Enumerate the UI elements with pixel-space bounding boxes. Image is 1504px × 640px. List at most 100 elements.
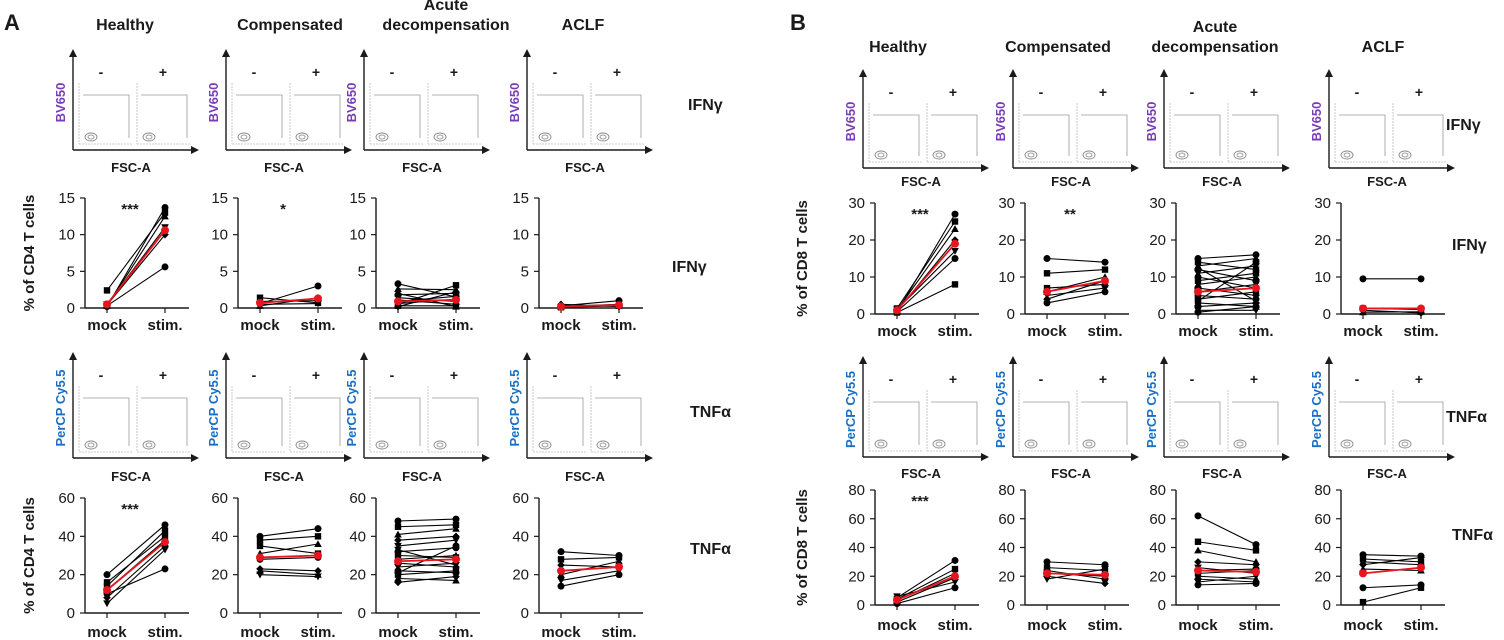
flow-b-0-1-events-core-1: [1085, 152, 1093, 158]
plot-a-1-2-pair-line-2: [397, 528, 457, 535]
flow-a-1-2-x-arrow: [482, 454, 490, 462]
flow-b-1-0-gate-0: [873, 401, 920, 445]
plot-b-1-0-ytick-label-0: 0: [857, 597, 865, 614]
flow-b-1-2-fsc-label: FSC-A: [1202, 466, 1242, 481]
flow-a-1-3-mock-label: -: [553, 367, 558, 383]
plot-b-0-1-mean-point-stim: [1101, 276, 1109, 285]
flow-a-1-2-gate-0: [374, 397, 421, 446]
flow-a-1-2-mock-label: -: [390, 367, 395, 383]
plot-a-0-3-xtick-label-mock: mock: [541, 317, 581, 334]
plot-b-1-1-mean-point-stim: [1101, 570, 1109, 579]
plot-a-1-1-ytick-label-2: 40: [211, 528, 228, 545]
plot-b-0-1-pair-line-5: [1046, 291, 1106, 304]
plot-a-1-2-point-stim-1: [452, 521, 460, 529]
flow-a-0-3-y-arrow: [523, 49, 531, 57]
plot-b-1-2-point-mock-3: [1194, 558, 1202, 566]
plot-cytokine-label-a-0: IFNγ: [672, 259, 707, 276]
plot-b-1-0-mean-point-mock: [893, 595, 901, 604]
plot-b-1-2-point-stim-3: [1252, 560, 1260, 569]
plot-a-1-2-ytick-label-3: 60: [349, 490, 366, 507]
plot-b-0-1-ytick-label-0: 0: [1007, 306, 1015, 323]
plot-a-1-0-point-mock-0: [103, 571, 111, 579]
plot-b-0-2-xtick-label-stim: stim.: [1238, 323, 1273, 340]
plot-a-1-0-point-stim-4: [161, 546, 169, 554]
plot-a-1-3-point-mock-0: [557, 548, 565, 556]
plot-b-0-2-ytick-label-0: 0: [1158, 306, 1166, 323]
plot-a-1-3-pair-line-4: [560, 570, 620, 581]
plot-a-0-2-ytick-label-1: 5: [358, 263, 366, 280]
flow-a-1-2-stim-label: +: [450, 367, 458, 383]
flow-b-1-0-mock-label: -: [889, 371, 894, 387]
plot-b-1-0-ytick-label-1: 20: [848, 568, 865, 585]
plot-a-1-2-pair-line-1: [397, 524, 457, 528]
plot-a-1-1-point-stim-3: [314, 567, 322, 575]
plot-a-1-2-pair-line-14: [397, 549, 457, 566]
plot-a-1-3-xtick-label-stim: stim.: [601, 624, 636, 640]
plot-a-0-2-ytick-label-2: 10: [349, 227, 366, 244]
flow-a-0-1-events-1: [295, 132, 309, 142]
flow-b-1-2-events-core-0: [1178, 441, 1186, 447]
plot-b-1-0-mean-point-stim: [951, 572, 959, 581]
plot-b-0-3-point-mock-0: [1359, 275, 1367, 283]
flow-b-0-0-gate-0: [873, 114, 920, 156]
plot-a-1-0-ytick-label-2: 40: [58, 528, 75, 545]
plot-b-0-2-pair-line-8: [1197, 287, 1257, 297]
plot-a-1-0-mean-line: [106, 541, 166, 591]
plot-b-0-1-point-stim-0: [1101, 258, 1109, 266]
flow-a-1-3-events-0: [538, 440, 552, 450]
flow-b-1-3-x-arrow: [1447, 453, 1455, 461]
plot-b-1-1-ytick-label-2: 40: [998, 540, 1015, 557]
plot-a-1-1-point-stim-0: [314, 525, 322, 533]
plot-b-1-0-pair-line-3: [896, 577, 956, 603]
plot-b-1-2-ytick-label-4: 80: [1149, 482, 1166, 499]
plot-a-0-2-ytick-label-0: 0: [358, 300, 366, 317]
plot-b-1-2-point-stim-0: [1252, 541, 1260, 549]
plot-b-1-1-ytick-label-3: 60: [998, 511, 1015, 528]
plot-a-1-1-point-mock-6: [256, 542, 264, 550]
flow-b-1-3-marker-label: PerCP Cy5.5: [1309, 371, 1324, 448]
plot-b-1-3-point-stim-3: [1417, 553, 1425, 562]
plot-a-1-0-point-stim-6: [161, 533, 169, 540]
plot-a-0-1-pair-line-4: [259, 303, 319, 305]
plot-b-0-2-mean-point-stim: [1252, 284, 1260, 293]
plot-a-0-2-point-stim-10: [452, 289, 460, 297]
plot-a-0-2-mean-line: [397, 299, 457, 303]
plot-b-1-2-ytick-label-0: 0: [1158, 597, 1166, 614]
plot-a-1-3-xtick-label-mock: mock: [541, 624, 581, 640]
plot-a-1-2-mean-point-mock: [394, 557, 402, 566]
plot-a-1-1-mean-point-stim: [314, 551, 322, 560]
plot-b-0-3-ytick-label-3: 30: [1314, 195, 1331, 212]
flow-b-1-1-events-core-0: [1027, 441, 1035, 447]
plot-b-0-1-xtick-label-stim: stim.: [1087, 323, 1122, 340]
plot-b-1-3-pair-line-5: [1362, 584, 1422, 589]
flow-a-1-0-mock-label: -: [99, 367, 104, 383]
plot-b-1-1-ytick-label-4: 80: [998, 482, 1015, 499]
plot-b-0-1-ytick-label-3: 30: [998, 195, 1015, 212]
plot-a-1-2-point-mock-1: [394, 523, 402, 530]
plot-a-0-1-ytick-label-3: 15: [211, 190, 228, 207]
plot-a-1-2-point-stim-4: [452, 537, 460, 544]
plot-a-0-0-point-stim-5: [161, 263, 169, 271]
plot-b-0-2-xtick-label-mock: mock: [1178, 323, 1218, 340]
flow-a-1-0-y-arrow: [69, 352, 77, 360]
plot-a-1-2-pair-line-13: [397, 576, 457, 583]
flow-b-0-2-fsc-label: FSC-A: [1202, 174, 1242, 189]
flow-a-0-1-events-0: [237, 132, 251, 142]
plot-b-1-3-pair-line-0: [1362, 554, 1422, 557]
flow-a-0-0-gate-0: [83, 94, 130, 138]
plot-a-1-2-point-mock-12: [394, 574, 402, 582]
plot-b-0-3-pair-line-3: [1362, 309, 1422, 314]
plot-a-1-2-point-mock-14: [394, 546, 402, 554]
plot-b-1-2-pair-line-0: [1197, 515, 1257, 546]
plot-b-1-2-point-mock-1: [1194, 538, 1202, 545]
flow-a-0-0-events-core-0: [87, 134, 95, 140]
flow-b-0-0-mock-label: -: [889, 84, 894, 100]
plot-a-1-2-pair-line-10: [397, 570, 457, 574]
plot-a-1-1-ytick-label-0: 0: [220, 605, 228, 622]
plot-b-0-1-mean-line: [1046, 279, 1106, 293]
plot-b-1-3-xtick-label-mock: mock: [1343, 617, 1383, 634]
flow-a-0-2-events-0: [375, 132, 389, 142]
flow-b-1-2-marker-label: PerCP Cy5.5: [1144, 371, 1159, 448]
plot-a-1-1-pair-line-1: [259, 535, 319, 541]
plot-b-1-0-xtick-label-stim: stim.: [937, 617, 972, 634]
